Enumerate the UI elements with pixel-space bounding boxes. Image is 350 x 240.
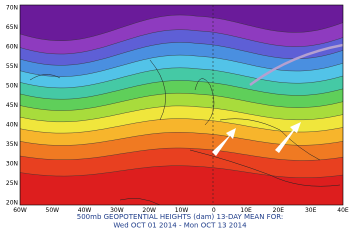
lat-label: 20N [6,200,18,207]
map-frame [19,4,344,206]
lon-label: 40W [78,207,92,214]
coastline [29,59,341,205]
lon-label: 0 [212,207,216,214]
overlay [29,5,343,205]
lat-label: 30N [6,161,18,168]
lon-label: 60W [13,207,27,214]
lat-label: 25N [6,180,18,187]
lat-label: 50N [6,83,18,90]
lon-label: 10E [240,207,252,214]
lat-label: 60N [6,44,18,51]
caption: 500mb GEOPOTENTIAL HEIGHTS (dam) 13-DAY … [77,213,283,221]
lat-label: 70N [6,5,18,12]
lon-label: 10W [175,207,189,214]
band [20,165,343,205]
lon-label: 50W [46,207,60,214]
arrow [212,128,236,156]
caption: Wed OCT 01 2014 - Mon OCT 13 2014 [113,222,247,230]
lon-label: 30W [110,207,124,214]
lon-label: 20W [142,207,156,214]
lat-label: 55N [6,63,18,70]
jet-axis [249,43,343,87]
lat-label: 45N [6,102,18,109]
lat-label: 65N [6,24,18,31]
lon-label: 30E [305,207,317,214]
lat-label: 40N [6,122,18,129]
lon-label: 20E [273,207,285,214]
height-bands [20,5,343,205]
arrow [275,122,301,153]
lon-label: 40E [337,207,349,214]
lat-label: 35N [6,141,18,148]
